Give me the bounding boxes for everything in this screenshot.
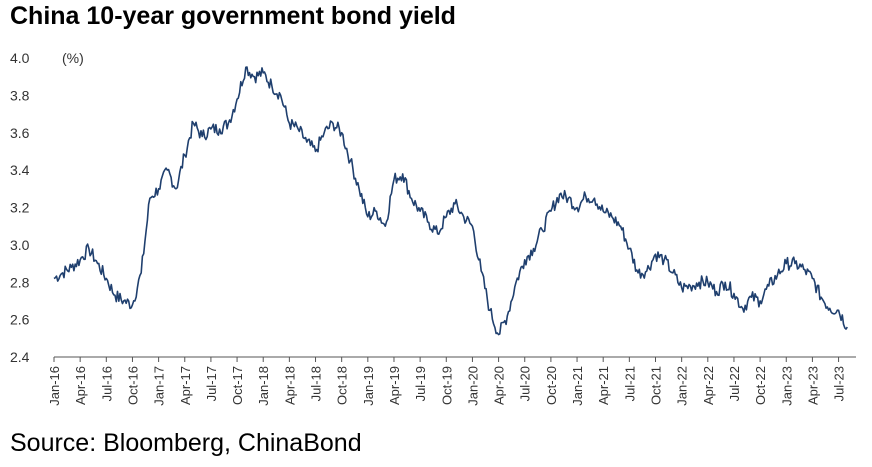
chart-title: China 10-year government bond yield xyxy=(10,2,456,30)
x-tick-label: Jul-16 xyxy=(99,366,114,401)
x-tick-label: Jul-18 xyxy=(309,366,324,401)
y-tick-label: 3.4 xyxy=(10,162,30,178)
x-tick-label: Jan-23 xyxy=(779,366,794,406)
y-tick-label: 3.6 xyxy=(10,125,30,141)
y-tick-label: 4.0 xyxy=(10,50,30,66)
y-tick-label: 2.4 xyxy=(10,349,30,365)
x-tick-label: Jan-19 xyxy=(361,366,376,406)
x-tick-label: Apr-20 xyxy=(492,366,507,405)
x-tick-label: Apr-23 xyxy=(805,366,820,405)
x-tick-label: Jan-21 xyxy=(570,366,585,406)
series-layer xyxy=(53,66,848,336)
x-tick-label: Jul-21 xyxy=(622,366,637,401)
x-tick-label: Oct-21 xyxy=(649,366,664,405)
x-tick-label: Jul-20 xyxy=(518,366,533,401)
x-tick-label: Jul-23 xyxy=(832,366,847,401)
series-line xyxy=(53,66,848,336)
x-tick-label: Apr-22 xyxy=(701,366,716,405)
y-tick-label: 3.2 xyxy=(10,200,30,216)
x-tick-label: Oct-16 xyxy=(125,366,140,405)
x-tick-label: Apr-21 xyxy=(596,366,611,405)
x-tick-label: Oct-22 xyxy=(753,366,768,405)
x-tick-label: Jan-17 xyxy=(152,366,167,406)
x-tick-label: Apr-16 xyxy=(73,366,88,405)
x-tick-label: Jan-16 xyxy=(47,366,62,406)
x-tick-label: Jan-22 xyxy=(675,366,690,406)
x-tick-label: Apr-17 xyxy=(178,366,193,405)
x-tick-label: Jan-20 xyxy=(465,366,480,406)
y-axis: 2.4 2.6 2.8 3.0 3.2 3.4 3.6 3.8 4.0 (%) xyxy=(10,50,84,365)
x-tick-label: Apr-19 xyxy=(387,366,402,405)
y-tick-label: 3.0 xyxy=(10,237,30,253)
x-tick-label: Oct-17 xyxy=(230,366,245,405)
x-tick-label: Oct-18 xyxy=(335,366,350,405)
y-tick-label: 2.8 xyxy=(10,274,30,290)
x-tick-label: Oct-19 xyxy=(439,366,454,405)
x-tick-label: Jan-18 xyxy=(256,366,271,406)
x-tick-label: Oct-20 xyxy=(544,366,559,405)
x-tick-label: Apr-18 xyxy=(282,366,297,405)
x-tick-label: Jul-22 xyxy=(727,366,742,401)
y-tick-label: 3.8 xyxy=(10,87,30,103)
y-tick-label: 2.6 xyxy=(10,312,30,328)
x-tick-label: Jul-19 xyxy=(413,366,428,401)
x-axis: Jan-16 Apr-16 Jul-16 Oct-16 Jan-17 Apr-17 Jul-… xyxy=(47,356,856,406)
y-unit-label: (%) xyxy=(62,50,84,66)
x-tick-label: Jul-17 xyxy=(204,366,219,401)
source-note: Source: Bloomberg, ChinaBond xyxy=(10,429,362,457)
